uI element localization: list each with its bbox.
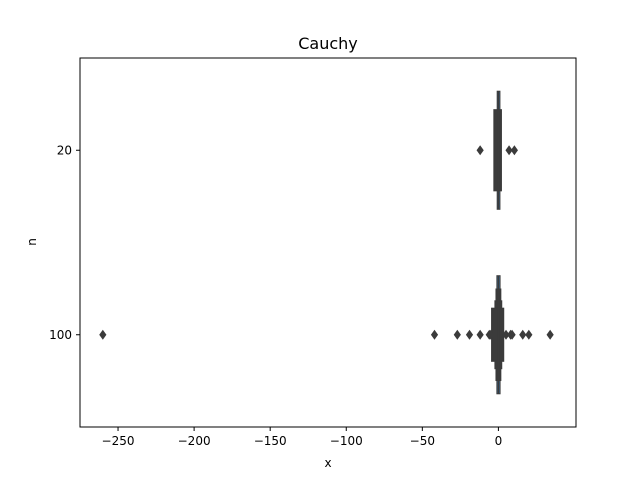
outlier-point (519, 329, 527, 340)
outliers-layer (99, 145, 554, 340)
y-axis-label: n (25, 238, 39, 246)
outlier-point (508, 329, 516, 340)
y-tick-label: 100 (49, 328, 72, 342)
y-tick-label: 20 (57, 143, 72, 157)
y-axis-ticks: 20 100 (49, 143, 80, 342)
chart-title: Cauchy (298, 34, 358, 53)
x-tick-label: −150 (254, 434, 287, 448)
boxes-layer (491, 90, 505, 395)
x-tick-label: −200 (178, 434, 211, 448)
outlier-point (476, 329, 484, 340)
x-axis-ticks: −250 −200 −150 −100 −50 0 (102, 427, 503, 448)
outlier-point (546, 329, 554, 340)
x-tick-label: −50 (410, 434, 435, 448)
outlier-point (525, 329, 533, 340)
outlier-point (502, 329, 510, 340)
plot-area (79, 57, 577, 428)
outlier-point (465, 329, 474, 340)
outlier-point (99, 329, 107, 340)
x-axis-label: x (324, 456, 331, 470)
outlier-point (453, 329, 461, 340)
x-tick-label: −100 (330, 434, 363, 448)
outlier-point (487, 329, 495, 340)
outlier-point (430, 329, 439, 340)
outlier-point (505, 145, 513, 156)
outlier-point (510, 145, 518, 156)
x-tick-label: −250 (102, 434, 135, 448)
outlier-point (476, 145, 484, 156)
x-tick-label: 0 (495, 434, 503, 448)
box-level (493, 109, 502, 192)
